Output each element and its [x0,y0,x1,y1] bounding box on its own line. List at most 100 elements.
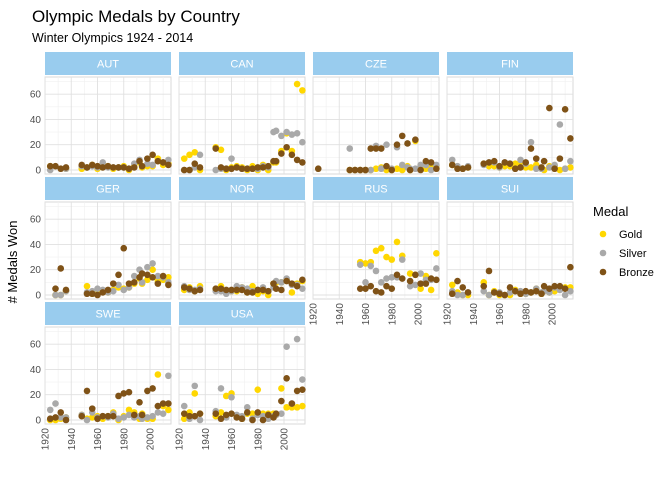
point-bronze [149,274,156,281]
panel-background [44,76,172,175]
point-silver [433,265,440,272]
point-gold [398,166,406,174]
point-bronze [459,165,467,173]
point-silver [138,279,146,286]
series-bronze [180,276,306,296]
point-bronze [433,276,440,284]
point-bronze [422,157,430,165]
legend: Medal Gold Silver Bronze [593,204,654,279]
point-bronze [490,289,498,296]
point-bronze [196,410,204,417]
point-bronze [433,165,440,173]
point-silver [299,376,306,383]
point-bronze [88,161,96,169]
point-silver [191,382,199,390]
point-bronze [540,282,548,290]
point-bronze [83,290,91,298]
y-tick-label: 0 [35,416,41,427]
point-bronze [299,159,306,166]
point-silver [362,279,369,286]
point-bronze [180,284,188,291]
point-silver [243,404,251,411]
point-silver [372,267,380,275]
point-silver [278,132,285,140]
point-bronze [485,267,493,275]
point-bronze [109,164,117,171]
strip-bg [447,177,573,200]
point-bronze [388,285,396,292]
legend-title: Medal [593,204,629,219]
point-bronze [212,145,220,152]
point-bronze [154,280,162,287]
point-bronze [393,271,401,279]
point-bronze [249,165,256,173]
point-bronze [259,164,267,171]
point-bronze [94,162,101,170]
point-gold [448,281,456,289]
point-bronze [99,289,107,296]
point-bronze [46,162,54,170]
point-gold [165,274,172,281]
legend-key-gold [599,230,607,238]
point-bronze [186,285,193,292]
point-bronze [99,412,107,420]
point-silver [99,159,107,166]
point-bronze [159,400,167,407]
point-silver [388,274,396,281]
point-bronze [556,282,564,290]
point-gold [288,289,296,296]
point-gold [249,410,256,417]
legend-label: Silver [619,248,647,260]
point-silver [556,121,564,128]
point-bronze [88,405,96,412]
point-bronze [551,165,558,173]
point-silver [159,410,167,417]
point-bronze [511,287,519,295]
point-bronze [249,416,256,424]
point-bronze [254,409,262,416]
point-bronze [506,284,514,291]
point-bronze [540,157,548,165]
point-gold [125,406,133,414]
point-bronze [212,285,220,292]
point-silver [485,291,493,299]
point-bronze [264,411,272,419]
point-bronze [57,265,65,272]
series-bronze [46,385,172,424]
point-bronze [283,374,290,382]
point-bronze [480,160,488,167]
strip-label: CZE [365,59,387,71]
point-bronze [52,285,59,292]
point-silver [288,131,296,138]
point-bronze [196,164,204,171]
point-bronze [288,151,296,159]
point-bronze [272,410,280,417]
point-bronze [293,156,301,164]
x-tick-label: 1940 [469,303,480,326]
point-bronze [238,165,246,173]
point-bronze [217,285,225,292]
point-bronze [46,415,54,423]
point-gold [83,282,91,290]
point-bronze [496,162,503,170]
point-bronze [109,280,117,287]
point-bronze [546,104,553,112]
panel-rus: RUS 1920 1940 1960 1980 2000 [309,177,440,325]
point-bronze [120,390,128,397]
point-gold [383,253,390,261]
point-bronze [228,165,235,173]
point-silver [383,141,390,149]
point-silver [144,414,151,421]
y-tick-label: 20 [30,390,42,401]
series-gold [356,238,440,294]
point-silver [115,281,122,289]
legend-label: Gold [619,229,642,241]
point-bronze [259,286,267,294]
point-gold [180,415,188,423]
point-gold [222,392,230,400]
point-bronze [52,162,59,170]
point-gold [293,80,301,88]
point-bronze [278,286,285,294]
strip-bg [313,177,439,200]
